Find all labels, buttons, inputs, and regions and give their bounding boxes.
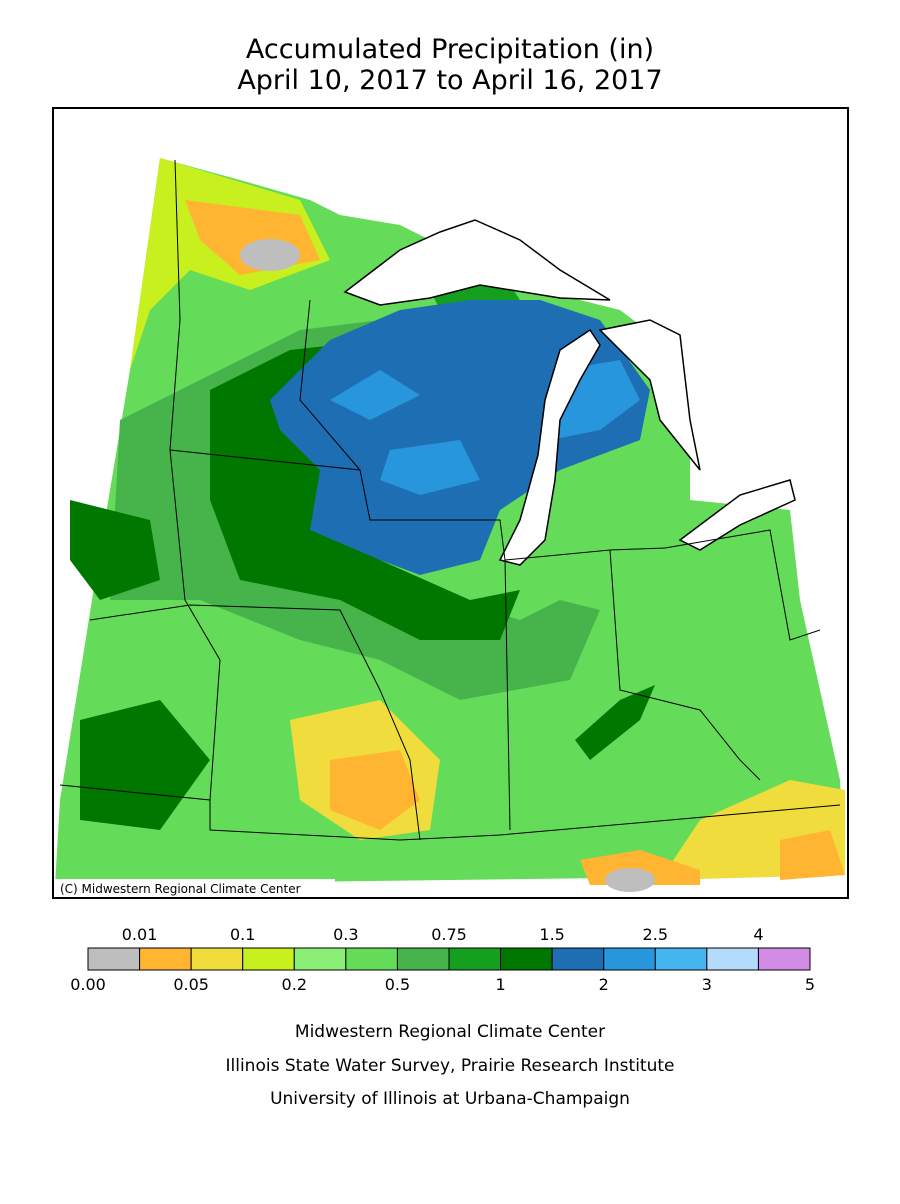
lake-erie xyxy=(678,479,796,551)
legend-label: 0.75 xyxy=(431,925,467,944)
legend-swatch xyxy=(139,947,192,971)
lake-huron xyxy=(598,319,701,471)
credit-line: Midwestern Regional Climate Center xyxy=(295,1022,605,1042)
legend-label: 4 xyxy=(753,925,763,944)
legend-swatch xyxy=(293,947,347,971)
legend-swatch xyxy=(654,947,708,971)
legend-swatch xyxy=(87,947,141,971)
legend-swatch xyxy=(603,947,656,971)
legend-label: 0.01 xyxy=(122,925,158,944)
legend-label: 2.5 xyxy=(643,925,668,944)
legend-label: 0.05 xyxy=(173,975,209,994)
map-frame xyxy=(52,107,849,899)
title-line: April 10, 2017 to April 16, 2017 xyxy=(237,65,662,96)
legend: 0.01 0.1 0.3 0.75 1.5 2.5 4 0.00 0.05 0.2 0.5 1 2 3 5 xyxy=(70,925,815,994)
legend-label: 0.00 xyxy=(70,975,106,994)
lake-michigan xyxy=(498,328,601,566)
credit-line: Illinois State Water Survey, Prairie Res… xyxy=(226,1056,675,1076)
legend-swatch xyxy=(500,947,553,971)
state-line xyxy=(299,299,361,471)
state-line xyxy=(609,529,821,641)
precip-zone xyxy=(290,700,845,880)
legend-swatch xyxy=(551,947,605,971)
state-line xyxy=(169,159,221,801)
legend-swatch xyxy=(345,947,398,971)
legend-label: 0.5 xyxy=(385,975,410,994)
legend-swatch xyxy=(757,947,811,971)
legend-label: 1 xyxy=(495,975,505,994)
legend-swatch xyxy=(396,947,450,971)
precip-zone xyxy=(70,500,655,830)
lake-superior xyxy=(343,219,611,306)
copyright: (C) Midwestern Regional Climate Center xyxy=(60,882,301,896)
legend-label: 0.2 xyxy=(282,975,307,994)
legend-swatch xyxy=(706,947,759,971)
credit-line: University of Illinois at Urbana-Champai… xyxy=(270,1089,630,1109)
title-line: Accumulated Precipitation (in) xyxy=(246,34,654,65)
legend-label: 0.3 xyxy=(333,925,358,944)
legend-label: 0.1 xyxy=(230,925,255,944)
legend-label: 5 xyxy=(805,975,815,994)
precip-zone xyxy=(330,750,845,885)
legend-label: 2 xyxy=(599,975,609,994)
legend-label: 3 xyxy=(702,975,712,994)
map: (C) Midwestern Regional Climate Center xyxy=(52,107,849,899)
state-line xyxy=(59,784,841,841)
legend-swatch xyxy=(190,947,244,971)
copyright-box xyxy=(55,879,335,896)
legend-label: 1.5 xyxy=(539,925,564,944)
state-line xyxy=(89,604,421,841)
precip-zone xyxy=(240,239,300,271)
legend-swatch xyxy=(242,947,295,971)
legend-swatch xyxy=(448,947,502,971)
precip-zone xyxy=(605,868,655,892)
